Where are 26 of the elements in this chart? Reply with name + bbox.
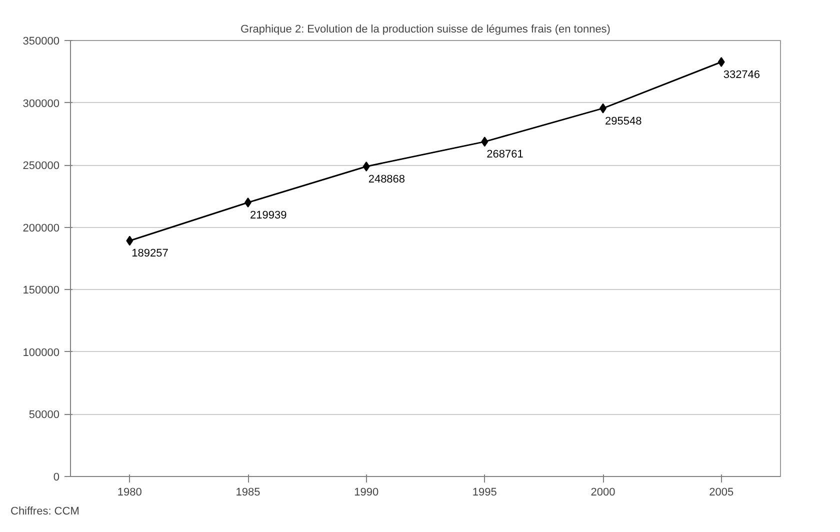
x-tick-label: 1985 bbox=[236, 486, 260, 498]
y-tick-label: 350000 bbox=[22, 36, 60, 48]
data-label: 332746 bbox=[723, 68, 760, 81]
text: Chiffres: CCM bbox=[10, 506, 80, 518]
point bbox=[126, 236, 134, 246]
y-tick-label: 0 bbox=[53, 472, 60, 484]
data-label: 189257 bbox=[132, 248, 168, 260]
data-label: 295548 bbox=[605, 115, 642, 128]
x-tick-label: 1990 bbox=[354, 486, 379, 498]
x-tick-label: 2005 bbox=[709, 486, 734, 498]
point bbox=[362, 161, 370, 172]
point bbox=[718, 56, 725, 67]
point bbox=[481, 136, 488, 147]
y-tick-label: 300000 bbox=[22, 98, 60, 110]
y-tick-label: 150000 bbox=[22, 284, 60, 297]
y-tick-label: 50000 bbox=[28, 409, 60, 422]
x-tick-label: 2000 bbox=[590, 486, 616, 498]
y-tick-label: 200000 bbox=[22, 222, 60, 234]
x-tick-label: 1995 bbox=[472, 486, 497, 498]
y-tick-label: 100000 bbox=[22, 346, 60, 359]
x-tick-label: 1980 bbox=[117, 486, 142, 498]
chart-title: Graphique 2: Evolution de la production suisse de légumes frais (en tonnes) bbox=[240, 24, 610, 36]
data-label: 248868 bbox=[368, 173, 406, 186]
y-tick-label: 250000 bbox=[22, 160, 60, 172]
data-label: 268761 bbox=[486, 148, 524, 161]
data-label: 219939 bbox=[250, 210, 287, 222]
